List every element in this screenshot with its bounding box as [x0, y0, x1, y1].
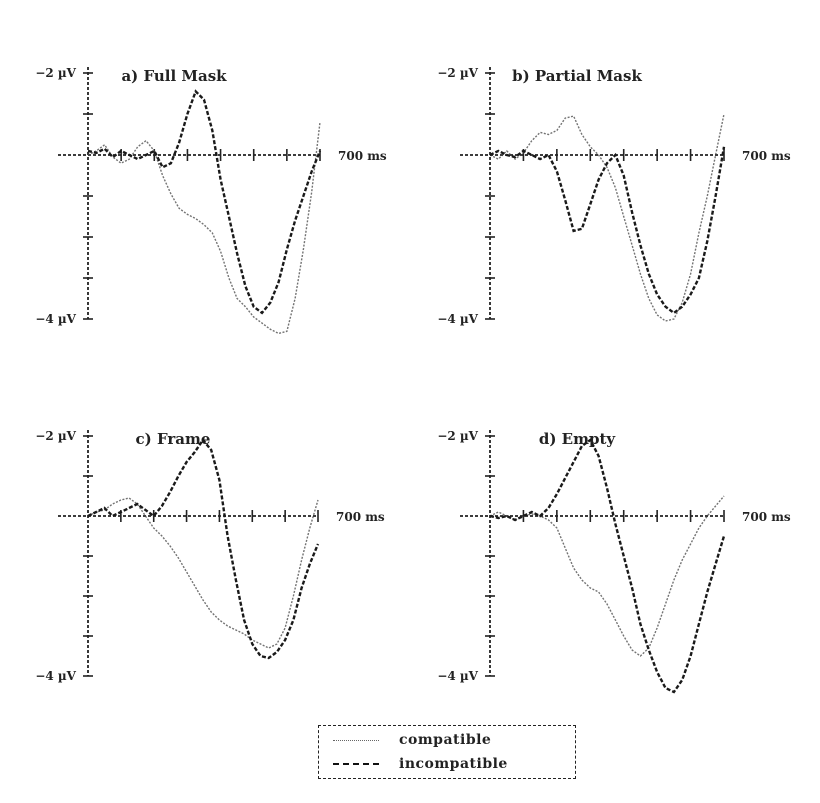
y-top-label: −2 µV — [437, 429, 478, 443]
legend-swatch-compatible — [333, 739, 379, 741]
legend: compatible incompatible — [318, 725, 576, 779]
legend-label-incompatible: incompatible — [399, 756, 508, 772]
x-end-label: 700 ms — [336, 510, 385, 524]
y-top-label: −2 µV — [35, 429, 76, 443]
panel-title: d) Empty — [539, 430, 617, 448]
panel-title: b) Partial Mask — [512, 67, 642, 85]
y-bottom-label: −4 µV — [437, 312, 478, 326]
series-line-incompatible — [87, 89, 322, 315]
legend-entry-incompatible: incompatible — [333, 754, 508, 774]
x-end-label: 700 ms — [338, 149, 387, 163]
x-end-label: 700 ms — [742, 510, 791, 524]
x-end-label: 700 ms — [742, 149, 791, 163]
series-line-compatible — [489, 113, 725, 322]
series-line-compatible — [87, 122, 321, 335]
panel-empty: d) Empty −2 µV −4 µV 700 ms — [437, 429, 791, 694]
y-top-label: −2 µV — [437, 66, 478, 80]
series-line-incompatible — [489, 438, 726, 694]
y-bottom-label: −4 µV — [35, 669, 76, 683]
y-top-label: −2 µV — [35, 66, 76, 80]
panel-full-mask: a) Full Mask −2 µV −4 µV 700 ms — [35, 66, 387, 335]
panel-frame: c) Frame −2 µV −4 µV 700 ms — [35, 429, 385, 683]
legend-label-compatible: compatible — [399, 732, 492, 748]
legend-entry-compatible: compatible — [333, 730, 491, 750]
legend-swatch-incompatible — [333, 763, 379, 765]
series-line-compatible — [489, 495, 725, 657]
series-line-incompatible — [489, 146, 726, 315]
panel-title: c) Frame — [136, 430, 211, 448]
panel-title: a) Full Mask — [121, 67, 227, 85]
series-line-compatible — [87, 497, 319, 649]
panel-partial-mask: b) Partial Mask −2 µV −4 µV 700 ms — [437, 66, 791, 326]
series-line-incompatible — [87, 438, 320, 660]
y-bottom-label: −4 µV — [35, 312, 76, 326]
y-bottom-label: −4 µV — [437, 669, 478, 683]
